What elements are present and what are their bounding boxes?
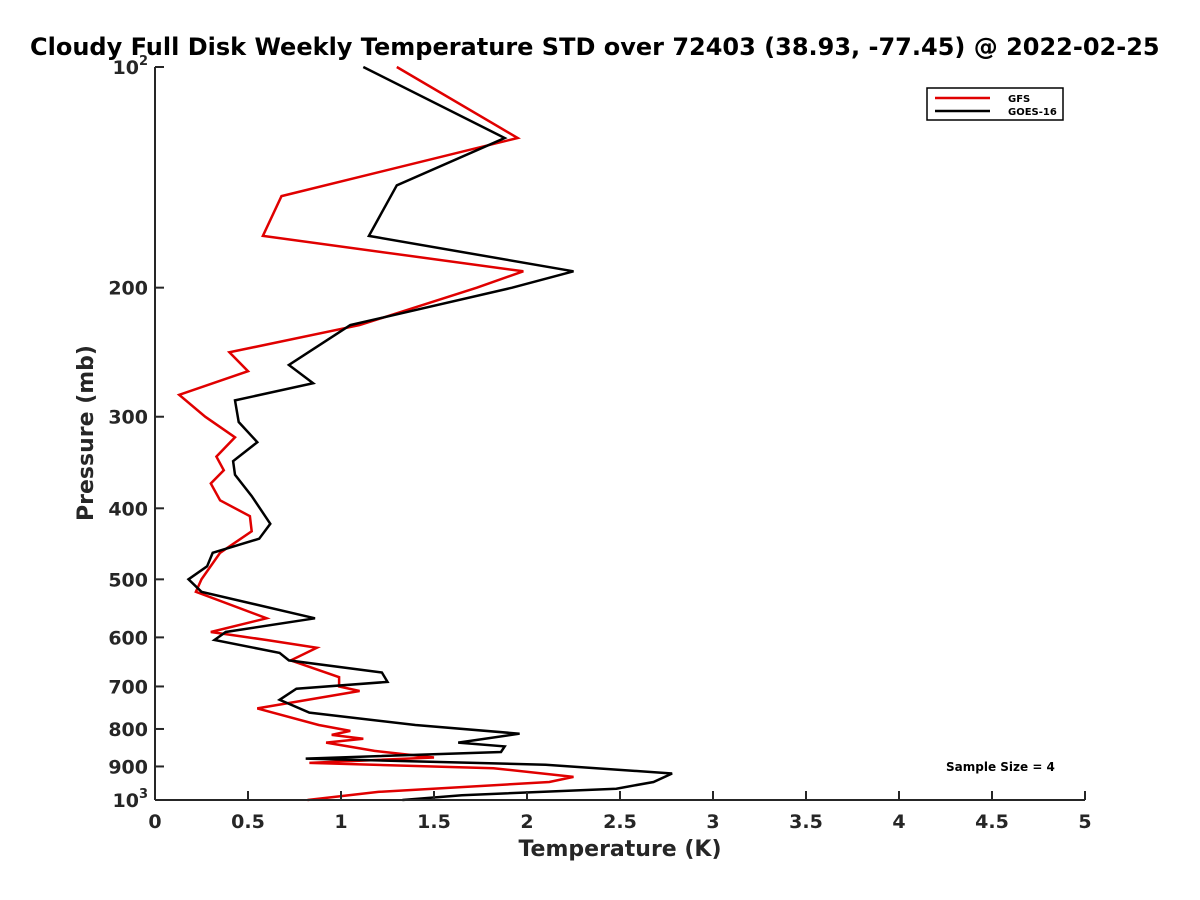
y-axis-label: Pressure (mb) xyxy=(74,345,99,521)
series-layer xyxy=(176,65,673,802)
x-tick-label: 2 xyxy=(520,811,533,833)
legend: GFS GOES-16 xyxy=(926,87,1064,121)
x-axis-label: Temperature (K) xyxy=(518,837,721,862)
x-tick-label: 3 xyxy=(706,811,719,833)
x-tick-label: 4 xyxy=(892,811,905,833)
y-tick-label: 102 xyxy=(113,54,149,79)
x-tick-label: 0 xyxy=(148,811,161,833)
ticks-layer: 0 0.5 1 1.5 2 2.5 3 3.5 4 4.5 5 102 200 300 400 500 600 7… xyxy=(108,54,1091,833)
x-tick-label: 0.5 xyxy=(231,811,265,833)
legend-label-gfs: GFS xyxy=(1008,94,1030,105)
y-tick-label: 800 xyxy=(108,719,148,741)
y-tick-label: 103 xyxy=(113,787,149,812)
legend-box xyxy=(926,87,1064,121)
y-tick-label: 400 xyxy=(108,498,148,520)
plot-area: 0 0.5 1 1.5 2 2.5 3 3.5 4 4.5 5 102 200 300 400 500 600 7… xyxy=(108,54,1091,833)
sample-size-annotation: Sample Size = 4 xyxy=(946,760,1055,774)
y-tick-label: 500 xyxy=(108,569,148,591)
y-tick-label: 900 xyxy=(108,756,148,778)
series-line-goes16 xyxy=(186,65,673,802)
y-tick-label: 600 xyxy=(108,627,148,649)
y-tick-label: 300 xyxy=(108,407,148,429)
series-line-gfs xyxy=(176,65,574,802)
y-tick-label: 700 xyxy=(108,676,148,698)
x-tick-label: 3.5 xyxy=(789,811,823,833)
x-tick-label: 2.5 xyxy=(603,811,637,833)
legend-label-goes16: GOES-16 xyxy=(1008,107,1057,118)
x-tick-label: 1.5 xyxy=(417,811,451,833)
chart-title: Cloudy Full Disk Weekly Temperature STD … xyxy=(30,33,1160,61)
x-tick-label: 4.5 xyxy=(975,811,1009,833)
x-tick-label: 1 xyxy=(334,811,347,833)
y-tick-label: 200 xyxy=(108,278,148,300)
x-tick-label: 5 xyxy=(1078,811,1091,833)
